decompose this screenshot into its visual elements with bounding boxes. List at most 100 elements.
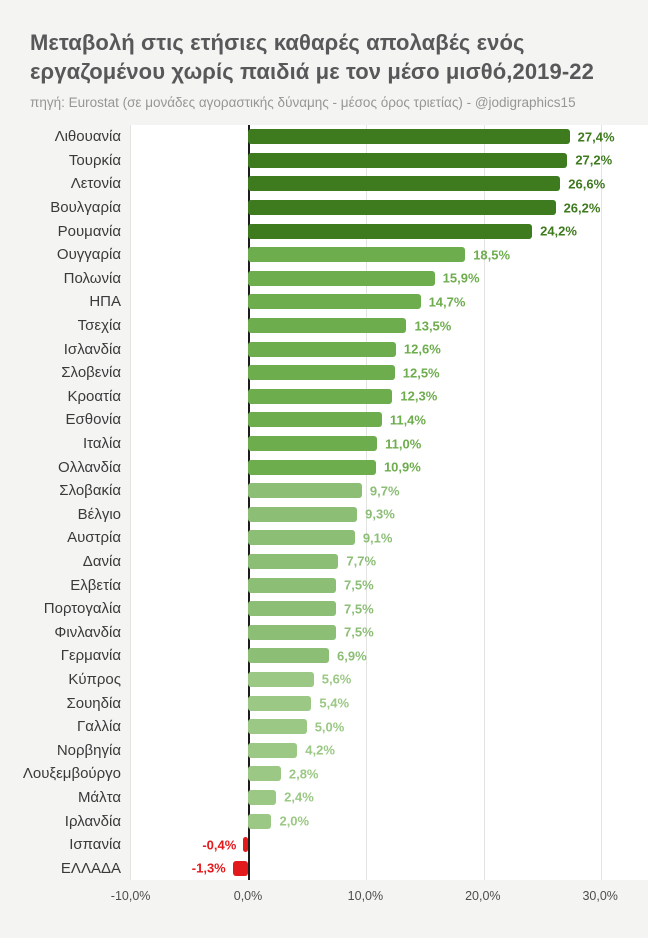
bar-track: 7,7% — [130, 550, 648, 574]
value-label: -0,4% — [202, 837, 237, 853]
chart-row: Βέλγιο 9,3% — [0, 503, 648, 527]
chart-row: Πολωνία 15,9% — [0, 267, 648, 291]
category-label: Νορβηγία — [56, 741, 121, 759]
chart-row: Σλοβακία 9,7% — [0, 479, 648, 503]
bar-track: 7,5% — [130, 620, 648, 644]
bar — [248, 365, 395, 381]
bar — [248, 200, 556, 216]
value-label: 7,7% — [346, 553, 377, 569]
zero-axis-line — [248, 125, 250, 880]
value-label: 7,5% — [344, 577, 374, 593]
bar-track: 15,9% — [130, 267, 648, 291]
category-label: Ιταλία — [82, 435, 121, 453]
bar-track: 26,2% — [130, 196, 648, 220]
bar-track: 27,4% — [130, 125, 648, 149]
bar-track: 18,5% — [130, 243, 648, 267]
bar — [248, 223, 533, 239]
category-label: Ιρλανδία — [64, 812, 121, 830]
bar — [248, 294, 421, 310]
chart-row: Λιθουανία 27,4% — [0, 125, 648, 149]
chart-row: Ισλανδία 12,6% — [0, 337, 648, 361]
bar-track: 27,2% — [130, 149, 648, 173]
bar-track: 12,5% — [130, 361, 648, 385]
chart-row: Ρουμανία 24,2% — [0, 219, 648, 243]
bar — [248, 695, 312, 711]
value-label: 7,5% — [344, 624, 374, 640]
value-label: 2,4% — [284, 789, 314, 805]
category-label: Μάλτα — [77, 788, 121, 806]
chart-header: Μεταβολή στις ετήσιες καθαρές απολαβές ε… — [30, 28, 622, 110]
value-label: 15,9% — [442, 270, 480, 286]
bar — [248, 577, 337, 593]
chart-row: Γαλλία 5,0% — [0, 715, 648, 739]
bar — [243, 837, 248, 853]
bar-track: 10,9% — [130, 455, 648, 479]
value-label: 11,4% — [389, 412, 426, 428]
bar — [248, 813, 272, 829]
category-label: Εσθονία — [65, 411, 121, 429]
value-label: 4,2% — [305, 742, 335, 758]
chart-row: Ιρλανδία 2,0% — [0, 809, 648, 833]
category-label: Σουηδία — [66, 694, 121, 712]
category-label: Κύπρος — [68, 670, 121, 688]
bar-chart: Λιθουανία 27,4% Τουρκία 27,2% Λετονία 26,6% Βο… — [0, 125, 648, 903]
value-label: 26,2% — [563, 200, 601, 216]
bar-track: 7,5% — [130, 573, 648, 597]
value-label: 9,3% — [365, 506, 395, 522]
gridline — [601, 125, 603, 880]
chart-row: Σλοβενία 12,5% — [0, 361, 648, 385]
chart-row: Βουλγαρία 26,2% — [0, 196, 648, 220]
chart-row: Δανία 7,7% — [0, 550, 648, 574]
category-label: ΕΛΛΑΔΑ — [60, 859, 121, 877]
bar — [248, 459, 376, 475]
chart-row: Γερμανία 6,9% — [0, 644, 648, 668]
category-label: Λιθουανία — [54, 128, 121, 146]
category-label: Δανία — [82, 552, 121, 570]
chart-row: Εσθονία 11,4% — [0, 408, 648, 432]
bar-track: 2,8% — [130, 762, 648, 786]
category-label: Σλοβακία — [59, 482, 121, 500]
value-label: 2,0% — [279, 813, 310, 829]
bar-track: 5,0% — [130, 715, 648, 739]
bar — [248, 270, 435, 286]
bar-track: -1,3% — [130, 856, 648, 880]
bar-track: 11,4% — [130, 408, 648, 432]
x-axis-tick-label: 30,0% — [582, 889, 618, 903]
category-label: Βουλγαρία — [50, 199, 121, 217]
chart-row: Κροατία 12,3% — [0, 385, 648, 409]
category-label: Πορτογαλία — [43, 600, 121, 618]
value-label: 27,2% — [575, 152, 613, 168]
chart-row: Λουξεμβούργο 2,8% — [0, 762, 648, 786]
category-label: Ουγγαρία — [56, 246, 121, 264]
value-label: 5,4% — [319, 695, 350, 711]
value-label: 14,7% — [428, 294, 466, 310]
bar-track: 24,2% — [130, 219, 648, 243]
bar — [248, 530, 355, 546]
bar-track: 5,6% — [130, 668, 648, 692]
value-label: 26,6% — [568, 176, 606, 192]
value-label: -1,3% — [191, 860, 226, 876]
category-label: Βέλγιο — [77, 505, 121, 523]
chart-row: Ισπανία -0,4% — [0, 833, 648, 857]
value-label: 11,0% — [385, 436, 422, 452]
gridline — [366, 125, 368, 880]
value-label: 13,5% — [414, 318, 452, 334]
x-axis-tick-label: 10,0% — [347, 889, 384, 903]
bar-track: 9,7% — [130, 479, 648, 503]
bar — [248, 129, 570, 145]
value-label: 12,5% — [402, 365, 440, 381]
chart-subtitle: πηγή: Eurostat (σε μονάδες αγοραστικής δ… — [30, 95, 576, 111]
chart-row: Νορβηγία 4,2% — [0, 738, 648, 762]
bar — [248, 506, 358, 522]
bar-track: 12,6% — [130, 337, 648, 361]
chart-rows: Λιθουανία 27,4% Τουρκία 27,2% Λετονία 26,6% Βο… — [0, 125, 648, 880]
bar — [248, 483, 362, 499]
x-axis-tick-label: 20,0% — [465, 889, 501, 903]
bar — [248, 152, 568, 168]
bar — [248, 412, 382, 428]
bar-track: 12,3% — [130, 385, 648, 409]
bar — [248, 436, 378, 452]
bar-track: 13,5% — [130, 314, 648, 338]
bar — [248, 247, 466, 263]
bar-track: 5,4% — [130, 691, 648, 715]
